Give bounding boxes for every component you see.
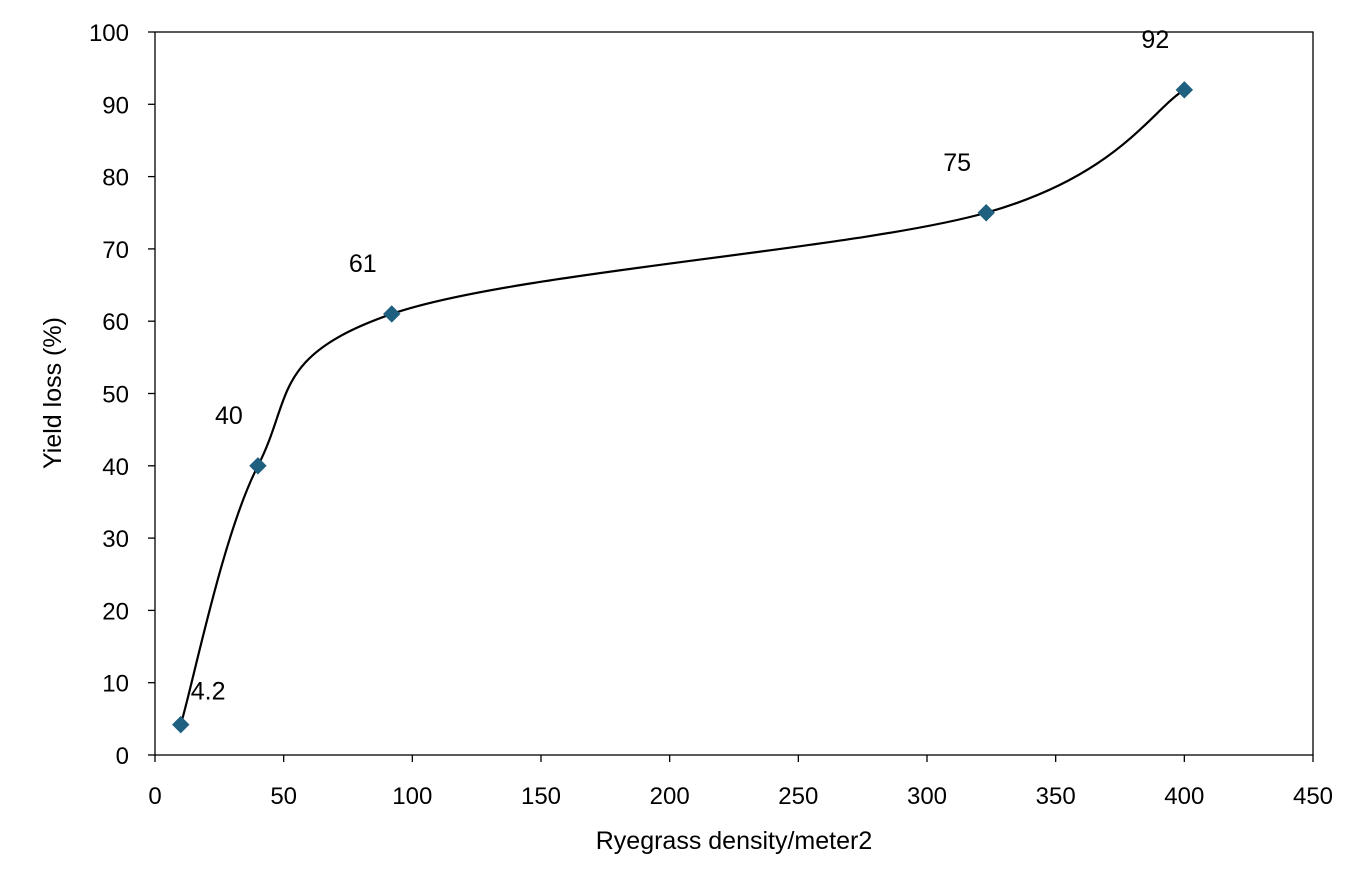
x-tick-label: 350	[1036, 783, 1076, 810]
y-tick-label: 60	[102, 309, 129, 336]
x-tick-label: 0	[148, 783, 161, 810]
y-axis-tick-labels: 0 10 20 30 40 50 60 70 80 90 100	[89, 20, 129, 770]
data-point-marker	[172, 715, 190, 734]
series-line	[179, 88, 1185, 725]
data-point-marker	[249, 457, 267, 475]
y-tick-label: 0	[116, 743, 129, 770]
y-tick-label: 90	[102, 92, 129, 119]
data-label: 92	[1141, 26, 1169, 54]
y-tick-label: 100	[89, 20, 129, 47]
x-axis-title: Ryegrass density/meter2	[596, 827, 873, 855]
y-tick-label: 20	[102, 598, 129, 625]
y-tick-label: 80	[102, 165, 129, 192]
data-labels: 4.2 40 61 75 92	[191, 26, 1170, 706]
x-tick-label: 450	[1293, 783, 1333, 810]
x-tick-label: 150	[521, 783, 561, 810]
y-tick-label: 50	[102, 382, 129, 409]
x-tick-label: 300	[907, 783, 947, 810]
data-label: 40	[215, 402, 243, 430]
y-tick-label: 40	[102, 454, 129, 481]
x-tick-label: 50	[270, 783, 297, 810]
y-tick-label: 30	[102, 526, 129, 553]
y-axis-ticks	[148, 31, 155, 756]
plot-area-frame	[154, 31, 1314, 756]
data-point-marker	[977, 204, 995, 222]
x-tick-label: 400	[1164, 783, 1204, 810]
data-label: 61	[349, 250, 377, 278]
data-label: 75	[943, 149, 971, 177]
x-tick-label: 250	[778, 783, 818, 810]
data-point-marker	[1175, 81, 1194, 99]
data-point-marker	[383, 305, 401, 323]
y-tick-label: 10	[102, 671, 129, 698]
data-label: 4.2	[191, 678, 226, 706]
x-axis-tick-labels: 0 50 100 150 200 250 300 350 400 450	[148, 783, 1333, 810]
y-tick-label: 70	[102, 237, 129, 264]
data-markers	[172, 81, 1194, 734]
x-axis-ticks	[154, 755, 1314, 762]
x-tick-label: 100	[392, 783, 432, 810]
y-axis-title: Yield loss (%)	[39, 317, 67, 469]
x-tick-label: 200	[650, 783, 690, 810]
